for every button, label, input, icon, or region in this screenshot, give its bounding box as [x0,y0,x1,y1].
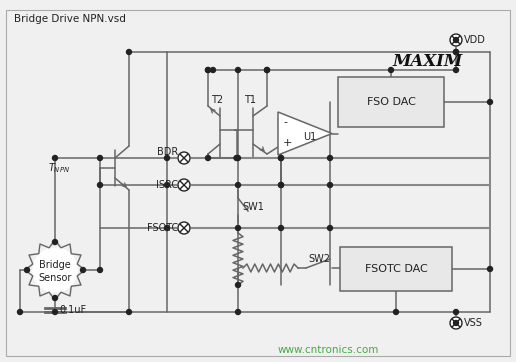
Text: FSOTC DAC: FSOTC DAC [365,264,427,274]
Circle shape [205,67,211,72]
Text: T2: T2 [211,95,223,105]
Circle shape [235,310,240,315]
Circle shape [234,156,239,160]
Circle shape [279,182,283,188]
Circle shape [488,266,492,272]
Circle shape [80,268,86,273]
Circle shape [165,226,169,231]
Circle shape [394,310,398,315]
Circle shape [235,67,240,72]
Circle shape [98,156,103,160]
Text: 0.1uF: 0.1uF [59,305,86,315]
Polygon shape [278,112,332,155]
Circle shape [98,268,103,273]
Circle shape [265,67,269,72]
Circle shape [24,268,29,273]
Circle shape [488,100,492,105]
Circle shape [279,156,283,160]
Circle shape [178,179,190,191]
Text: -: - [283,117,287,127]
Text: ISRC: ISRC [156,180,178,190]
Circle shape [126,50,132,55]
Circle shape [279,182,283,188]
Circle shape [328,156,332,160]
Circle shape [53,295,57,300]
Circle shape [328,226,332,231]
Circle shape [235,156,240,160]
Circle shape [454,50,459,55]
Text: VDD: VDD [464,35,486,45]
Circle shape [98,182,103,188]
Circle shape [205,67,211,72]
Circle shape [454,320,459,325]
Text: BDR: BDR [157,147,178,157]
Circle shape [450,317,462,329]
Circle shape [53,156,57,160]
Circle shape [450,34,462,46]
Text: +: + [283,138,293,148]
Circle shape [235,282,240,287]
Circle shape [279,156,283,160]
Circle shape [235,182,240,188]
Circle shape [33,248,77,292]
Circle shape [454,67,459,72]
Circle shape [178,222,190,234]
Bar [340,247,452,291]
Text: www.cntronics.com: www.cntronics.com [278,345,379,355]
Text: $T_{NPN}$: $T_{NPN}$ [48,161,70,175]
Circle shape [53,310,57,315]
Text: FSOTC: FSOTC [147,223,178,233]
Text: SW2: SW2 [308,254,330,264]
Text: T1: T1 [244,95,256,105]
Circle shape [18,310,23,315]
Circle shape [205,156,211,160]
Text: Bridge Drive NPN.vsd: Bridge Drive NPN.vsd [14,14,126,24]
Circle shape [389,67,394,72]
Text: U1: U1 [303,132,317,143]
Circle shape [211,67,216,72]
Circle shape [279,226,283,231]
Circle shape [454,310,459,315]
Circle shape [454,50,459,55]
Circle shape [126,310,132,315]
Bar [338,77,444,127]
Circle shape [265,67,269,72]
Text: VSS: VSS [464,318,483,328]
Text: MAXIM: MAXIM [392,54,462,71]
Circle shape [454,38,459,42]
Text: Sensor: Sensor [38,273,72,283]
Circle shape [235,226,240,231]
Circle shape [328,182,332,188]
Text: Bridge: Bridge [39,260,71,270]
Circle shape [53,240,57,244]
Circle shape [178,152,190,164]
Circle shape [165,182,169,188]
Text: FSO DAC: FSO DAC [366,97,415,107]
Circle shape [165,156,169,160]
Text: SW1: SW1 [242,202,264,211]
